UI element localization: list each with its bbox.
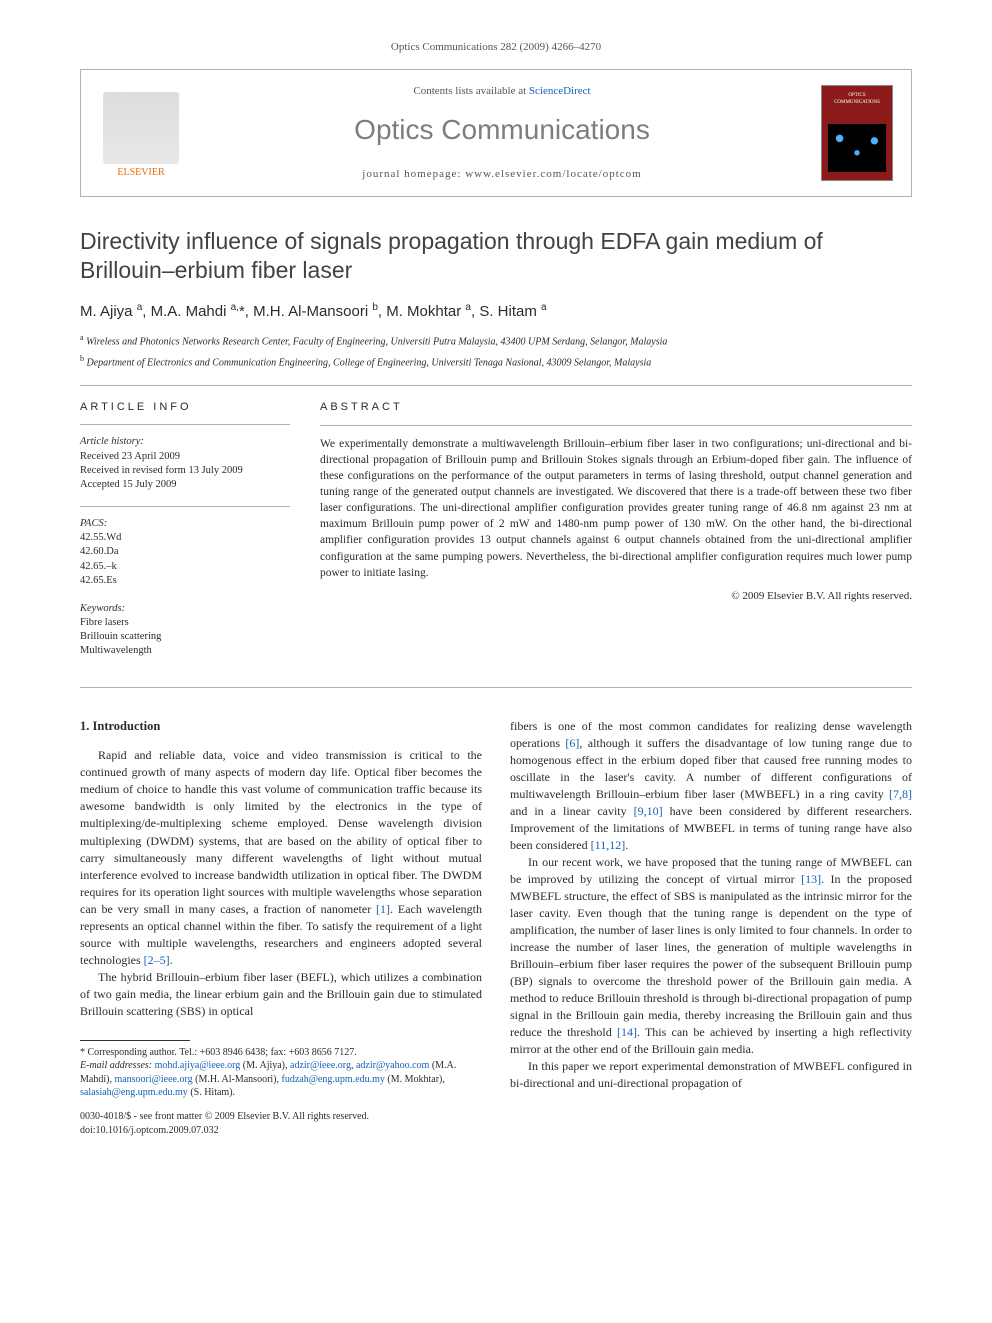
pacs-line: 42.60.Da	[80, 545, 290, 559]
ref-link-14[interactable]: [14]	[617, 1025, 637, 1039]
elsevier-logo: ELSEVIER	[99, 86, 183, 180]
email-link[interactable]: fudzah@eng.upm.edu.my	[282, 1074, 385, 1085]
pacs-line: 42.55.Wd	[80, 531, 290, 545]
journal-name: Optics Communications	[203, 110, 801, 149]
keyword-line: Multiwavelength	[80, 644, 290, 658]
intro-paragraph-4: In our recent work, we have proposed tha…	[510, 854, 912, 1058]
p4-b: . In the proposed MWBEFL structure, the …	[510, 872, 912, 1039]
intro-paragraph-3: fibers is one of the most common candida…	[510, 718, 912, 854]
keyword-line: Brillouin scattering	[80, 630, 290, 644]
footer-doi: doi:10.1016/j.optcom.2009.07.032	[80, 1124, 912, 1138]
journal-home-prefix: journal homepage:	[362, 168, 465, 180]
page-footer: 0030-4018/$ - see front matter © 2009 El…	[80, 1110, 912, 1138]
ref-link-11-12[interactable]: [11,12]	[591, 838, 626, 852]
history-line: Received 23 April 2009	[80, 450, 290, 464]
journal-cover-thumbnail: OPTICS COMMUNICATIONS	[821, 85, 893, 181]
page-header-citation: Optics Communications 282 (2009) 4266–42…	[80, 40, 912, 55]
affiliations-block: a Wireless and Photonics Networks Resear…	[80, 332, 912, 371]
ref-link-13[interactable]: [13]	[801, 872, 821, 886]
intro-paragraph-2: The hybrid Brillouin–erbium fiber laser …	[80, 969, 482, 1020]
pacs-block: PACS: 42.55.Wd42.60.Da42.65.–k42.65.Es	[80, 517, 290, 588]
history-line: Accepted 15 July 2009	[80, 478, 290, 492]
ref-link-6[interactable]: [6]	[565, 736, 579, 750]
intro-paragraph-5: In this paper we report experimental dem…	[510, 1058, 912, 1092]
pacs-line: 42.65.Es	[80, 574, 290, 588]
email-addresses-line: E-mail addresses: mohd.ajiya@ieee.org (M…	[80, 1059, 482, 1100]
divider-top	[80, 385, 912, 386]
abstract-heading: ABSTRACT	[320, 400, 912, 415]
article-title: Directivity influence of signals propaga…	[80, 227, 912, 285]
journal-home-url[interactable]: www.elsevier.com/locate/optcom	[465, 168, 642, 180]
pacs-label: PACS:	[80, 517, 290, 531]
history-line: Received in revised form 13 July 2009	[80, 464, 290, 478]
ref-link-2-5[interactable]: [2–5]	[144, 953, 170, 967]
email-link[interactable]: adzir@yahoo.com	[356, 1060, 429, 1071]
email-link[interactable]: adzir@ieee.org	[290, 1060, 351, 1071]
article-info-heading: ARTICLE INFO	[80, 400, 290, 415]
keywords-block: Keywords: Fibre lasersBrillouin scatteri…	[80, 602, 290, 659]
email-label: E-mail addresses:	[80, 1060, 152, 1071]
abstract-text: We experimentally demonstrate a multiwav…	[320, 436, 912, 581]
email-link[interactable]: mansoori@ieee.org	[114, 1074, 192, 1085]
p3-c: and in a linear cavity	[510, 804, 634, 818]
body-two-column: 1. Introduction Rapid and reliable data,…	[80, 718, 912, 1100]
p1-text-c: .	[170, 953, 173, 967]
history-label: Article history:	[80, 435, 290, 449]
cover-thumb-graphic	[828, 124, 886, 172]
cover-thumb-title: OPTICS COMMUNICATIONS	[826, 92, 888, 108]
abstract-column: ABSTRACT We experimentally demonstrate a…	[320, 400, 912, 673]
contents-avail-prefix: Contents lists available at	[413, 85, 528, 97]
abstract-copyright: © 2009 Elsevier B.V. All rights reserved…	[320, 589, 912, 604]
elsevier-logo-text: ELSEVIER	[117, 166, 164, 180]
contents-available-line: Contents lists available at ScienceDirec…	[203, 84, 801, 99]
affiliation-line: b Department of Electronics and Communic…	[80, 353, 912, 370]
ref-link-7-8[interactable]: [7,8]	[889, 787, 912, 801]
divider-bottom	[80, 687, 912, 688]
pacs-line: 42.65.–k	[80, 560, 290, 574]
elsevier-tree-icon	[103, 92, 179, 164]
p1-text-a: Rapid and reliable data, voice and video…	[80, 748, 482, 915]
ref-link-9-10[interactable]: [9,10]	[634, 804, 663, 818]
journal-homepage-line: journal homepage: www.elsevier.com/locat…	[203, 167, 801, 182]
p3-e: .	[625, 838, 628, 852]
article-info-column: ARTICLE INFO Article history: Received 2…	[80, 400, 290, 673]
corresponding-author-footnote: * Corresponding author. Tel.: +603 8946 …	[80, 1046, 482, 1100]
sciencedirect-link[interactable]: ScienceDirect	[529, 85, 591, 97]
corr-author-line: * Corresponding author. Tel.: +603 8946 …	[80, 1046, 482, 1060]
keywords-label: Keywords:	[80, 602, 290, 616]
journal-masthead-box: ELSEVIER Contents lists available at Sci…	[80, 69, 912, 197]
email-link[interactable]: mohd.ajiya@ieee.org	[155, 1060, 241, 1071]
intro-paragraph-1: Rapid and reliable data, voice and video…	[80, 747, 482, 968]
ref-link-1[interactable]: [1]	[376, 902, 390, 916]
authors-line: M. Ajiya a, M.A. Mahdi a,*, M.H. Al-Mans…	[80, 301, 912, 322]
affiliation-line: a Wireless and Photonics Networks Resear…	[80, 332, 912, 349]
section-1-heading: 1. Introduction	[80, 718, 482, 736]
email-link[interactable]: salasiah@eng.upm.edu.my	[80, 1087, 188, 1098]
footnote-rule	[80, 1040, 190, 1041]
keyword-line: Fibre lasers	[80, 616, 290, 630]
footer-front-matter: 0030-4018/$ - see front matter © 2009 El…	[80, 1110, 912, 1124]
article-history-block: Article history: Received 23 April 2009R…	[80, 435, 290, 492]
